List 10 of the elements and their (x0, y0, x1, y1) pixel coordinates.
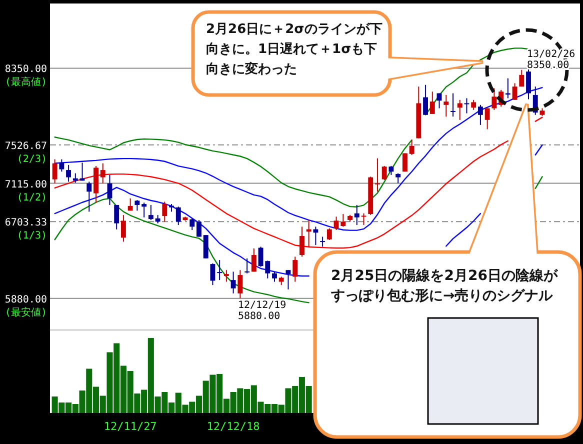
y-tick-label: 7115.00 (1/2) (4, 179, 47, 204)
x-tick-label: 12/12/18 (206, 420, 260, 433)
y-tick-label: 6703.33 (1/3) (4, 218, 47, 242)
annotation: 2月25日の陽線を2月26日の陰線がすっぽり包む形に→売りのシグナル (330, 268, 558, 304)
y-tick-label: 7526.67 (2/3) (4, 140, 47, 165)
x-tick-label: 12/11/27 (104, 420, 157, 433)
annotation: 12/12/19 5880.00 (238, 300, 286, 322)
y-tick-label: 5880.00 (最安値) (4, 294, 47, 318)
y-tick-label: 8350.00 (最高値) (4, 64, 47, 88)
annotation: 2月26日に＋2σのラインが下向きに。1日遅れて＋1σも下向きに変わった (206, 22, 382, 77)
